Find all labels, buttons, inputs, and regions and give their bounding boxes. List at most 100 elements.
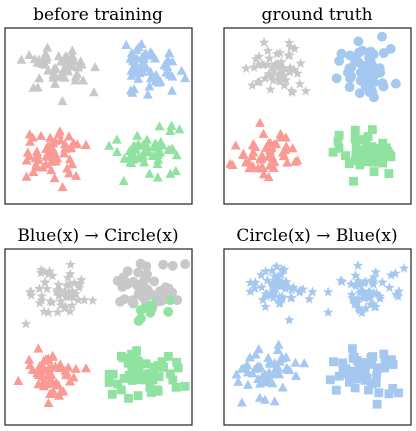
panel-ground-truth: ground truth bbox=[223, 5, 412, 205]
star-marker bbox=[240, 63, 252, 73]
square-marker bbox=[383, 147, 393, 156]
triangle-marker bbox=[56, 70, 66, 80]
star-marker bbox=[256, 281, 267, 292]
circle-marker bbox=[149, 276, 160, 287]
star-marker bbox=[356, 307, 368, 318]
triangle-marker bbox=[167, 85, 177, 95]
square-marker bbox=[388, 360, 398, 369]
triangle-marker bbox=[64, 154, 75, 164]
cluster-top-right bbox=[322, 260, 410, 318]
square-marker bbox=[107, 389, 117, 399]
triangle-marker bbox=[180, 73, 191, 83]
triangle-marker bbox=[81, 363, 91, 373]
triangle-marker bbox=[153, 77, 164, 87]
square-marker bbox=[139, 374, 149, 384]
triangle-marker bbox=[152, 172, 163, 182]
star-marker bbox=[265, 84, 276, 94]
square-marker bbox=[384, 169, 394, 178]
star-marker bbox=[393, 285, 405, 296]
triangle-marker bbox=[118, 175, 129, 186]
triangle-marker bbox=[142, 89, 153, 99]
star-marker bbox=[45, 295, 56, 306]
triangle-marker bbox=[90, 61, 100, 72]
triangle-marker bbox=[126, 70, 137, 80]
star-marker bbox=[288, 282, 299, 293]
triangle-marker bbox=[150, 53, 161, 63]
circle-marker bbox=[133, 267, 144, 278]
triangle-marker bbox=[133, 73, 144, 83]
panel-frame bbox=[223, 248, 412, 426]
star-marker bbox=[260, 288, 272, 299]
square-marker bbox=[369, 167, 379, 177]
star-marker bbox=[283, 50, 294, 61]
square-marker bbox=[363, 132, 373, 141]
triangle-marker bbox=[28, 82, 39, 92]
triangle-marker bbox=[64, 168, 74, 178]
star-marker bbox=[367, 298, 379, 309]
triangle-marker bbox=[265, 160, 276, 170]
triangle-marker bbox=[70, 363, 81, 373]
star-marker bbox=[398, 262, 410, 273]
triangle-marker bbox=[165, 168, 176, 178]
star-marker bbox=[73, 294, 84, 305]
square-marker bbox=[134, 363, 144, 373]
triangle-marker bbox=[41, 159, 51, 169]
star-marker bbox=[274, 47, 286, 58]
cluster-top-right bbox=[331, 31, 401, 103]
square-marker bbox=[394, 388, 403, 398]
triangle-marker bbox=[240, 157, 251, 167]
star-marker bbox=[267, 280, 278, 291]
square-marker bbox=[173, 363, 183, 373]
square-marker bbox=[108, 369, 118, 379]
square-marker bbox=[359, 152, 369, 162]
triangle-marker bbox=[142, 134, 153, 144]
star-marker bbox=[259, 72, 271, 83]
triangle-marker bbox=[112, 146, 122, 156]
cluster-top-left bbox=[16, 42, 100, 106]
triangle-marker bbox=[154, 121, 165, 131]
triangle-marker bbox=[145, 73, 156, 83]
square-marker bbox=[116, 385, 126, 395]
star-marker bbox=[346, 289, 358, 300]
square-marker bbox=[133, 371, 143, 381]
triangle-marker bbox=[47, 350, 58, 360]
star-marker bbox=[263, 68, 274, 79]
triangle-marker bbox=[242, 360, 253, 370]
star-marker bbox=[55, 299, 67, 310]
triangle-marker bbox=[265, 358, 276, 368]
triangle-marker bbox=[71, 170, 82, 180]
star-marker bbox=[274, 298, 285, 309]
square-marker bbox=[333, 136, 343, 146]
triangle-marker bbox=[153, 154, 164, 164]
square-marker bbox=[157, 357, 167, 367]
triangle-marker bbox=[151, 69, 162, 80]
square-marker bbox=[344, 159, 354, 169]
square-marker bbox=[367, 125, 377, 135]
square-marker bbox=[378, 138, 388, 148]
star-marker bbox=[284, 64, 295, 75]
triangle-marker bbox=[30, 153, 41, 163]
triangle-marker bbox=[121, 39, 132, 49]
square-marker bbox=[361, 140, 371, 149]
circle-marker bbox=[354, 88, 365, 99]
star-marker bbox=[352, 260, 364, 271]
panel-title: ground truth bbox=[261, 5, 372, 25]
square-marker bbox=[345, 377, 354, 387]
triangle-marker bbox=[24, 354, 35, 364]
square-marker bbox=[171, 382, 181, 392]
star-marker bbox=[360, 302, 372, 313]
star-marker bbox=[284, 37, 295, 48]
triangle-marker bbox=[21, 171, 32, 181]
cluster-top-right bbox=[112, 258, 191, 326]
star-marker bbox=[256, 269, 267, 280]
panel-frame bbox=[4, 248, 193, 426]
triangle-marker bbox=[61, 370, 72, 380]
panel-title: before training bbox=[33, 5, 163, 25]
square-marker bbox=[360, 375, 370, 385]
square-marker bbox=[168, 375, 178, 385]
star-marker bbox=[295, 57, 306, 68]
star-marker bbox=[36, 295, 47, 306]
square-marker bbox=[348, 353, 358, 363]
star-marker bbox=[257, 294, 269, 305]
